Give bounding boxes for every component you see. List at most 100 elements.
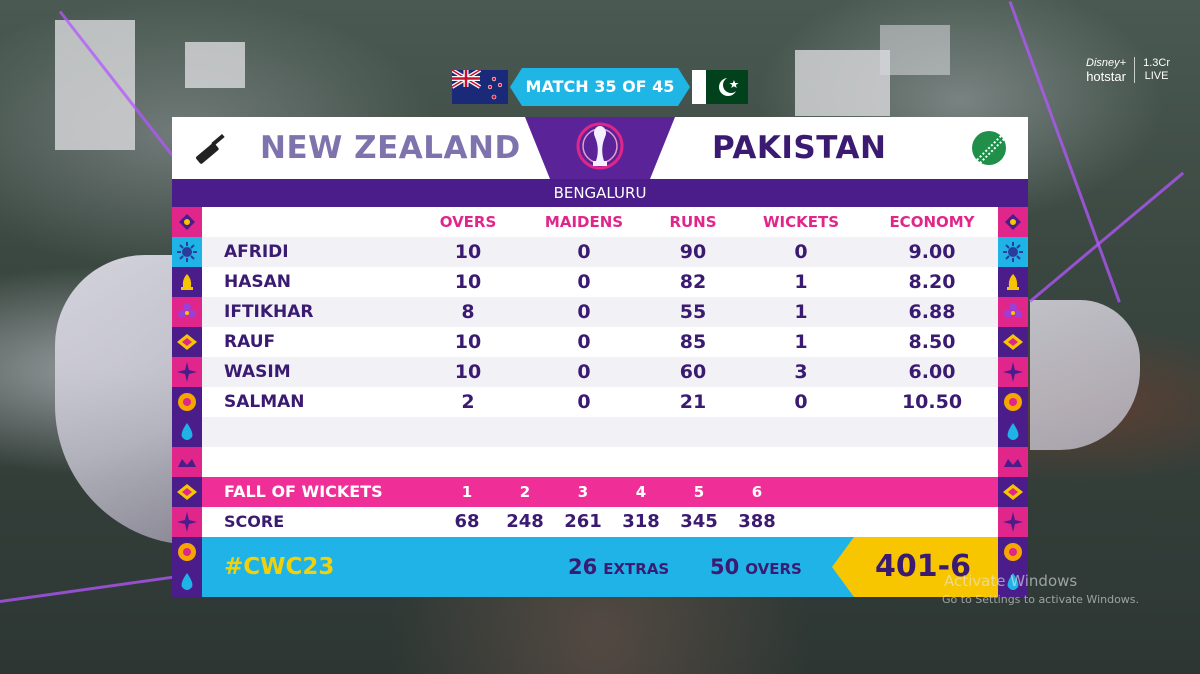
- economy-value: 9.00: [908, 241, 956, 263]
- maidens-value: 0: [577, 361, 591, 383]
- fall-of-wickets-score-row: SCORE 68 248 261 318 345 388: [202, 507, 998, 537]
- table-row-empty: [202, 447, 998, 477]
- star-icon: [998, 357, 1028, 387]
- drop-icon: [998, 417, 1028, 447]
- overs-value: 2: [461, 391, 475, 413]
- chakra-icon: [998, 537, 1028, 567]
- overs-total-value: 50: [710, 555, 740, 579]
- table-row: IFTIKHAR 8 0 55 1 6.88: [202, 297, 998, 327]
- drop-icon: [172, 417, 202, 447]
- background-building: [55, 20, 135, 150]
- wickets-value: 1: [794, 301, 808, 323]
- new-zealand-flag-icon: [452, 70, 508, 104]
- watermark-subtitle: Go to Settings to activate Windows.: [942, 593, 1140, 606]
- match-number: MATCH 35 OF 45: [510, 68, 690, 106]
- runs-value: 60: [679, 361, 707, 383]
- overs-value: 10: [454, 271, 482, 293]
- star-icon: [172, 357, 202, 387]
- pakistan-flag-icon: [692, 70, 748, 104]
- table-row: SALMAN 2 0 21 0 10.50: [202, 387, 998, 417]
- total-score: 401-6: [875, 549, 971, 584]
- cricket-ball-icon: [972, 131, 1006, 165]
- drop-icon: [998, 567, 1028, 597]
- arrow-diamond-icon: [172, 477, 202, 507]
- wickets-value: 0: [794, 241, 808, 263]
- economy-value: 8.50: [908, 331, 956, 353]
- brand-top: Disney+: [1086, 57, 1127, 69]
- maidens-value: 0: [577, 301, 591, 323]
- extras-value: 26: [568, 555, 598, 579]
- bowler-name: RAUF: [224, 332, 276, 352]
- left-decor-strip: [172, 207, 202, 597]
- table-header: OVERS MAIDENS RUNS WICKETS ECONOMY: [202, 207, 998, 237]
- extras: 26 EXTRAS: [568, 537, 669, 597]
- overs-value: 10: [454, 361, 482, 383]
- table-row: WASIM 10 0 60 3 6.00: [202, 357, 998, 387]
- background-building: [185, 42, 245, 88]
- runs-value: 21: [679, 391, 707, 413]
- chakra-icon: [172, 537, 202, 567]
- wicket-score: 388: [738, 511, 776, 532]
- wickets-value: 3: [794, 361, 808, 383]
- scorecard: NEW ZEALAND PAKISTAN BENGALURU: [172, 117, 1028, 597]
- table-row-empty: [202, 417, 998, 447]
- maidens-value: 0: [577, 271, 591, 293]
- match-banner: MATCH 35 OF 45: [452, 68, 748, 106]
- maidens-value: 0: [577, 391, 591, 413]
- arrow-diamond-icon: [172, 327, 202, 357]
- venue-band: [172, 179, 1028, 207]
- wicket-number: 6: [751, 483, 763, 501]
- bell-icon: [998, 267, 1028, 297]
- wicket-score: 345: [680, 511, 718, 532]
- overs-value: 8: [461, 301, 475, 323]
- windows-activation-watermark: Activate Windows Go to Settings to activ…: [942, 572, 1139, 606]
- maidens-value: 0: [577, 241, 591, 263]
- star-icon: [998, 507, 1028, 537]
- overs-summary: 50 OVERS: [710, 537, 802, 597]
- economy-value: 10.50: [901, 391, 963, 413]
- overs-value: 10: [454, 331, 482, 353]
- wicket-score: 68: [454, 511, 480, 532]
- live-badge: LIVE: [1144, 70, 1169, 82]
- runs-value: 82: [679, 271, 707, 293]
- divider: [1134, 57, 1136, 83]
- cricket-bat-icon: [196, 133, 225, 164]
- arrow-diamond-icon: [998, 327, 1028, 357]
- wicket-number: 2: [519, 483, 531, 501]
- header-wickets: WICKETS: [762, 213, 840, 231]
- wicket-number: 1: [461, 483, 473, 501]
- diamond-icon: [998, 207, 1028, 237]
- hotstar-logo: Disney+ hotstar 1.3Cr LIVE: [1086, 56, 1170, 84]
- wickets-value: 1: [794, 331, 808, 353]
- viewer-count: 1.3Cr: [1143, 57, 1170, 69]
- team-left-name: NEW ZEALAND: [260, 130, 521, 166]
- total-score-box: [832, 537, 998, 597]
- bowling-table: OVERS MAIDENS RUNS WICKETS ECONOMY AFRID…: [202, 207, 998, 507]
- flower-icon: [172, 297, 202, 327]
- venue-name: BENGALURU: [553, 184, 647, 202]
- economy-value: 8.20: [908, 271, 956, 293]
- bowler-name: HASAN: [224, 272, 292, 292]
- sun-icon: [998, 237, 1028, 267]
- arrow-diamond-icon: [998, 477, 1028, 507]
- wicket-number: 5: [693, 483, 705, 501]
- bowler-name: IFTIKHAR: [224, 302, 314, 322]
- bowler-name: AFRIDI: [224, 242, 289, 262]
- runs-value: 85: [679, 331, 707, 353]
- header-runs: RUNS: [669, 213, 717, 231]
- fall-of-wickets-label: FALL OF WICKETS: [224, 482, 383, 501]
- table-row: HASAN 10 0 82 1 8.20: [202, 267, 998, 297]
- chakra-icon: [998, 387, 1028, 417]
- wave-icon: [998, 447, 1028, 477]
- header-overs: OVERS: [439, 213, 497, 231]
- flower-icon: [998, 297, 1028, 327]
- header-maidens: MAIDENS: [544, 213, 624, 231]
- bowler-name: WASIM: [224, 362, 291, 382]
- hashtag: #CWC23: [224, 554, 335, 580]
- wicket-number: 4: [635, 483, 647, 501]
- bell-icon: [172, 267, 202, 297]
- economy-value: 6.88: [908, 301, 956, 323]
- star-icon: [172, 507, 202, 537]
- fall-of-wickets-row: FALL OF WICKETS 1 2 3 4 5 6: [202, 477, 998, 507]
- wicket-score: 248: [506, 511, 544, 532]
